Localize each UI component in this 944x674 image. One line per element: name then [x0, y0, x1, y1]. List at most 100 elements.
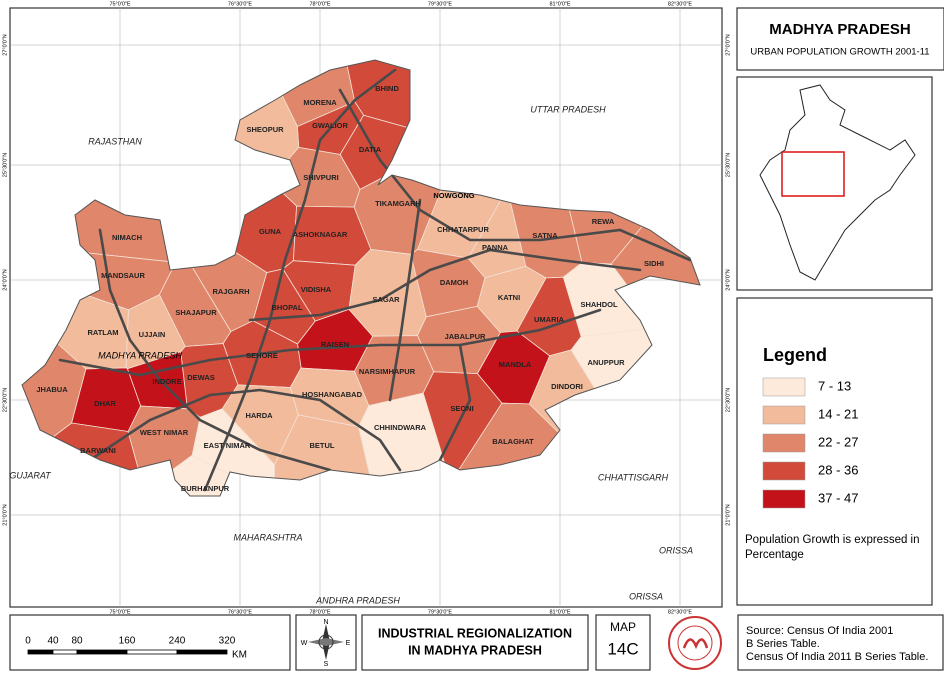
district-label: DATIA: [359, 145, 382, 154]
district-label: BHIND: [375, 84, 399, 93]
place-label: NOWGONG: [433, 191, 474, 200]
legend: 7 - 13 14 - 21 22 - 27 28 - 36 37 - 47: [762, 377, 858, 509]
district-label: ANUPPUR: [587, 358, 625, 367]
legend-label: 7 - 13: [818, 378, 851, 393]
district-label: GWALIOR: [312, 121, 348, 130]
legend-note: Percentage: [745, 549, 804, 561]
district-label: UJJAIN: [139, 330, 166, 339]
road: [58, 308, 602, 377]
footer-title: INDUSTRIAL REGIONALIZATION: [378, 626, 572, 640]
district-label: SAGAR: [372, 295, 400, 304]
district-label: CHHINDWARA: [374, 423, 427, 432]
longitude-label: 78°0'0"E: [309, 609, 330, 615]
logo: [668, 616, 722, 670]
district-label: SHIVPURI: [303, 173, 338, 182]
district-label: DAMOH: [440, 278, 468, 287]
source-line: Source: Census Of India 2001: [746, 625, 893, 637]
neighbor-label: ORISSA: [629, 591, 663, 601]
district-label: NIMACH: [112, 233, 142, 242]
neighbor-label: ANDHRA PRADESH: [315, 595, 400, 605]
neighbor-label: RAJASTHAN: [88, 136, 142, 146]
footer-title: IN MADHYA PRADESH: [408, 643, 542, 657]
longitude-label: 81°0'0"E: [549, 609, 570, 615]
roads: [58, 68, 692, 492]
district-label: BARWANI: [80, 446, 116, 455]
scale-segment: [27, 649, 54, 655]
inset-highlight: [781, 151, 845, 197]
longitude-label: 75°0'0"E: [109, 1, 130, 7]
district-label: EAST NIMAR: [204, 441, 251, 450]
scale-segment: [76, 649, 128, 655]
district-label: BHOPAL: [271, 303, 303, 312]
district-label: MANDSAUR: [101, 271, 145, 280]
place-label: MADHYA PRADESH: [98, 350, 182, 360]
longitude-label: 82°30'0"E: [668, 1, 692, 7]
scale-segment: [176, 649, 228, 655]
district-label: DEWAS: [187, 373, 215, 382]
legend-label: 28 - 36: [818, 462, 858, 477]
district-label: KATNI: [498, 293, 520, 302]
scale-label: 240: [169, 636, 186, 647]
scale-label: 80: [71, 636, 83, 647]
legend-swatch: [762, 377, 806, 397]
district-label: HARDA: [245, 411, 273, 420]
compass-w: W: [301, 640, 308, 647]
map-number-box: [595, 614, 651, 671]
district-label: NARSIMHAPUR: [359, 367, 416, 376]
compass-e: E: [346, 640, 351, 647]
road: [338, 88, 692, 262]
map-subtitle: URBAN POPULATION GROWTH 2001-11: [750, 47, 929, 58]
road: [88, 388, 402, 472]
road: [203, 68, 397, 492]
map-labels: MORENA BHIND GWALIOR DATIA SHEOPUR SHIVPURI GU…: [9, 84, 693, 605]
district-label: UMARIA: [534, 315, 565, 324]
district-label: SEONI: [450, 404, 473, 413]
source-line: B Series Table.: [746, 638, 820, 650]
district-label: BURHANPUR: [181, 484, 230, 493]
compass-s: S: [324, 661, 329, 668]
scale-label: 160: [119, 636, 136, 647]
longitude-label: 82°30'0"E: [668, 609, 692, 615]
scale-unit: KM: [232, 650, 247, 661]
legend-label: 22 - 27: [818, 434, 858, 449]
district-label: MANDLA: [499, 360, 532, 369]
scale-segment: [52, 649, 78, 655]
footer-title-box: [361, 614, 589, 671]
neighbor-label: ORISSA: [659, 545, 693, 555]
district: [434, 402, 700, 496]
legend-title: Legend: [763, 345, 827, 365]
district-label: TIKAMGARH: [375, 199, 421, 208]
district-label: DHAR: [94, 399, 116, 408]
district-label: JHABUA: [36, 385, 68, 394]
title-box: [736, 7, 944, 71]
district-label: SEHORE: [246, 351, 278, 360]
latitude-label: 27°0'0"N: [725, 34, 731, 55]
neighbor-label: MAHARASHTRA: [233, 532, 302, 542]
map-number: 14C: [607, 639, 638, 658]
latitude-label: 22°30'0"N: [2, 388, 8, 412]
legend-swatch: [762, 405, 806, 425]
district-label: DINDORI: [551, 382, 583, 391]
legend-label: 14 - 21: [818, 406, 858, 421]
longitude-label: 81°0'0"E: [549, 1, 570, 7]
legend-swatch: [762, 461, 806, 481]
district-label: BALAGHAT: [492, 437, 534, 446]
india-outline: [759, 84, 916, 281]
neighbor-label: UTTAR PRADESH: [530, 104, 606, 114]
district-label: CHHATARPUR: [437, 225, 489, 234]
district-label: ASHOKNAGAR: [293, 230, 348, 239]
longitude-label: 79°30'0"E: [428, 609, 452, 615]
scale-box: [9, 614, 291, 671]
district-label: SHEOPUR: [246, 125, 284, 134]
district-label: RAISEN: [321, 340, 349, 349]
longitude-label: 75°0'0"E: [109, 609, 130, 615]
longitude-label: 79°30'0"E: [428, 1, 452, 7]
road: [98, 228, 332, 472]
scale-label: 320: [219, 636, 236, 647]
latitude-label: 24°0'0"N: [2, 269, 8, 290]
longitude-label: 76°30'0"E: [228, 1, 252, 7]
latitude-label: 21°0'0"N: [2, 504, 8, 525]
district-label: REWA: [592, 217, 615, 226]
district-label: JABALPUR: [445, 332, 486, 341]
road: [248, 248, 642, 322]
